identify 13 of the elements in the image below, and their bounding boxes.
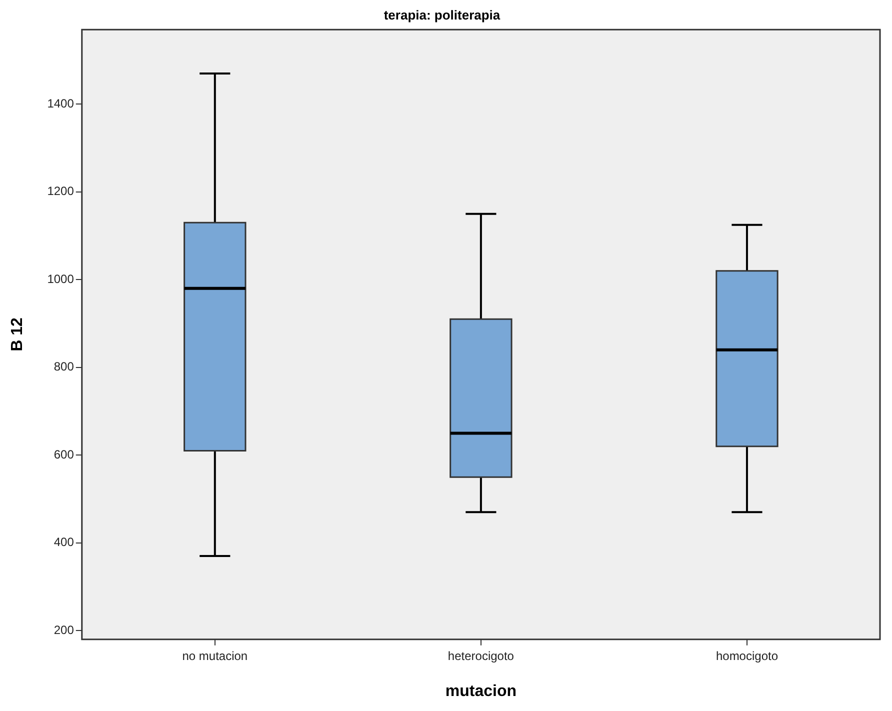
y-tick-label: 1400 — [47, 96, 74, 110]
chart-title: terapia: politerapia — [384, 7, 501, 22]
y-tick-label: 400 — [54, 535, 74, 550]
y-tick-label: 1000 — [47, 272, 74, 286]
y-tick-label: 800 — [54, 360, 74, 374]
y-tick-label: 200 — [54, 622, 74, 637]
x-axis-title: mutacion — [445, 682, 517, 700]
y-axis-title: B 12 — [9, 318, 26, 352]
x-tick-label: homocigoto — [716, 648, 778, 663]
x-tick-label: no mutacion — [182, 648, 248, 663]
y-tick-label: 600 — [54, 447, 74, 462]
x-tick-label: heterocigoto — [448, 648, 514, 663]
y-tick-label: 1200 — [47, 184, 74, 198]
